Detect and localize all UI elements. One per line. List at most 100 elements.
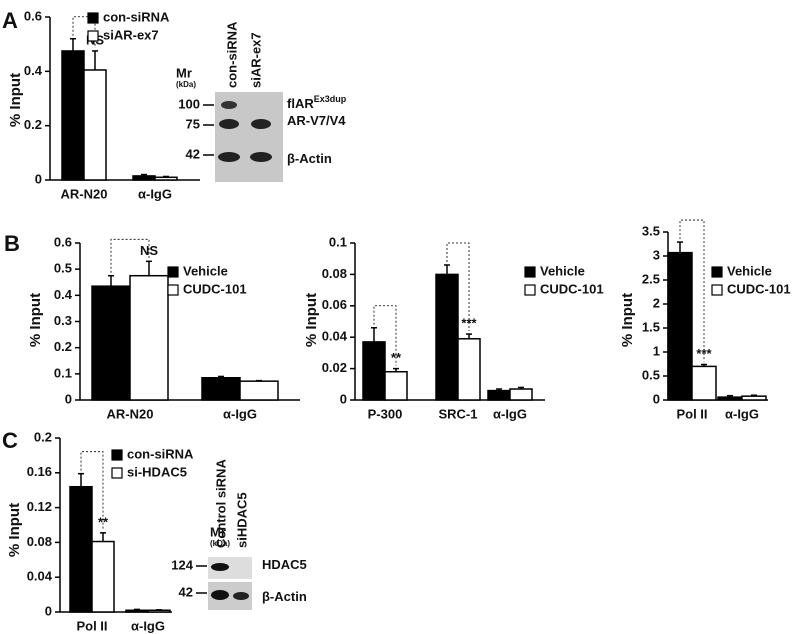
panel-letter: C xyxy=(2,428,18,453)
significance-label: ** xyxy=(391,350,402,365)
y-tick-label: 0.12 xyxy=(27,499,52,514)
legend-swatch xyxy=(111,449,123,461)
y-tick-label: 0.06 xyxy=(322,297,347,312)
bar xyxy=(509,388,533,401)
x-tick-label: Pol II xyxy=(76,618,107,633)
y-tick-label: 1 xyxy=(653,343,660,358)
bar xyxy=(83,69,107,181)
legend-label: si-HDAC5 xyxy=(127,464,187,479)
legend-swatch xyxy=(524,266,536,278)
band-label: AR-V7/V4 xyxy=(287,113,346,128)
significance-label: ** xyxy=(98,514,109,529)
y-tick-label: 0.5 xyxy=(54,261,72,276)
y-axis-label: % Input xyxy=(27,293,44,347)
y-axis-label: % Input xyxy=(7,73,24,127)
blot-c-image xyxy=(208,557,252,610)
x-tick-label: Pol II xyxy=(676,406,707,421)
band-name: β-Actin xyxy=(287,151,332,166)
legend-label: CUDC-101 xyxy=(727,281,791,296)
y-tick-label: 0.6 xyxy=(24,8,42,23)
legend-swatch xyxy=(111,467,123,479)
y-tick-label: 0.3 xyxy=(54,313,72,328)
band-label: HDAC5 xyxy=(262,557,307,572)
bar xyxy=(201,377,241,401)
y-tick-label: 0.4 xyxy=(54,287,73,302)
legend-swatch xyxy=(167,266,179,278)
bar xyxy=(61,50,85,181)
bar xyxy=(667,251,693,401)
bar xyxy=(129,274,169,401)
band-name: β-Actin xyxy=(262,589,307,604)
y-axis-label: % Input xyxy=(303,293,320,347)
y-tick-label: 0 xyxy=(653,391,660,406)
band-name: HDAC5 xyxy=(262,557,307,572)
bar xyxy=(91,540,115,613)
significance-label: *** xyxy=(696,346,712,361)
bar xyxy=(741,395,767,401)
legend-label: Vehicle xyxy=(183,263,228,278)
significance-bracket xyxy=(373,305,397,366)
lane-label: Control siRNA xyxy=(213,459,228,548)
y-tick-label: 0.2 xyxy=(24,117,42,132)
marker-label: 42 xyxy=(186,146,200,161)
mr-unit: (kDa) xyxy=(176,80,196,89)
lane-label: siHDAC5 xyxy=(234,492,249,548)
y-tick-label: 2 xyxy=(653,295,660,310)
x-tick-label: α-IgG xyxy=(138,186,172,201)
y-tick-label: 0.04 xyxy=(27,569,53,584)
legend-swatch xyxy=(87,12,99,24)
bar xyxy=(154,176,178,181)
y-tick-label: 3.5 xyxy=(642,223,660,238)
mr-label: Mr xyxy=(176,65,192,80)
significance-label: *** xyxy=(461,315,477,330)
y-tick-label: 0.6 xyxy=(54,234,72,249)
band-name: AR-V7/V4 xyxy=(287,113,346,128)
blot-a-image xyxy=(215,92,283,182)
legend-label: Vehicle xyxy=(727,263,772,278)
y-tick-label: 3 xyxy=(653,247,660,262)
legend-label: siAR-ex7 xyxy=(103,27,159,42)
x-tick-label: AR-N20 xyxy=(107,406,154,421)
y-tick-label: 0.1 xyxy=(54,365,72,380)
y-tick-label: 0.4 xyxy=(24,63,43,78)
significance-bracket xyxy=(446,242,470,332)
significance-label: NS xyxy=(140,243,158,258)
legend-label: con-siRNA xyxy=(127,446,194,461)
band-name: flAR xyxy=(287,96,314,111)
band-superscript: Ex3dup xyxy=(314,94,347,104)
y-tick-label: 0.2 xyxy=(34,429,52,444)
significance-bracket xyxy=(80,451,104,530)
significance-bracket xyxy=(679,219,705,362)
panel-letter: B xyxy=(4,231,20,256)
legend-label: Vehicle xyxy=(540,263,585,278)
x-tick-label: AR-N20 xyxy=(61,186,108,201)
y-tick-label: 0 xyxy=(65,391,72,406)
marker-label: 124 xyxy=(171,557,193,572)
y-tick-label: 0 xyxy=(35,171,42,186)
band-label: β-Actin xyxy=(287,151,332,166)
panel-letter: A xyxy=(2,8,18,33)
legend-label: CUDC-101 xyxy=(183,281,247,296)
legend-label: CUDC-101 xyxy=(540,281,604,296)
y-tick-label: 0 xyxy=(340,391,347,406)
mr-unit: (kDa) xyxy=(210,539,230,548)
y-tick-label: 2.5 xyxy=(642,271,660,286)
bar xyxy=(487,389,511,401)
bar xyxy=(125,609,149,613)
legend-swatch xyxy=(711,284,723,296)
y-tick-label: 0.08 xyxy=(27,534,52,549)
y-tick-label: 1.5 xyxy=(642,319,660,334)
y-tick-label: 0.1 xyxy=(329,234,347,249)
marker-label: 42 xyxy=(179,584,193,599)
lane-label: con-siRNA xyxy=(224,21,239,88)
bar xyxy=(91,285,131,401)
y-tick-label: 0.02 xyxy=(322,360,347,375)
y-tick-label: 0.16 xyxy=(27,464,52,479)
bar xyxy=(691,365,717,401)
y-tick-label: 0.04 xyxy=(322,329,348,344)
x-tick-label: SRC-1 xyxy=(438,406,477,421)
significance-bracket xyxy=(110,238,150,273)
band-label: flAREx3dup xyxy=(287,94,347,111)
y-tick-label: 0.08 xyxy=(322,266,347,281)
